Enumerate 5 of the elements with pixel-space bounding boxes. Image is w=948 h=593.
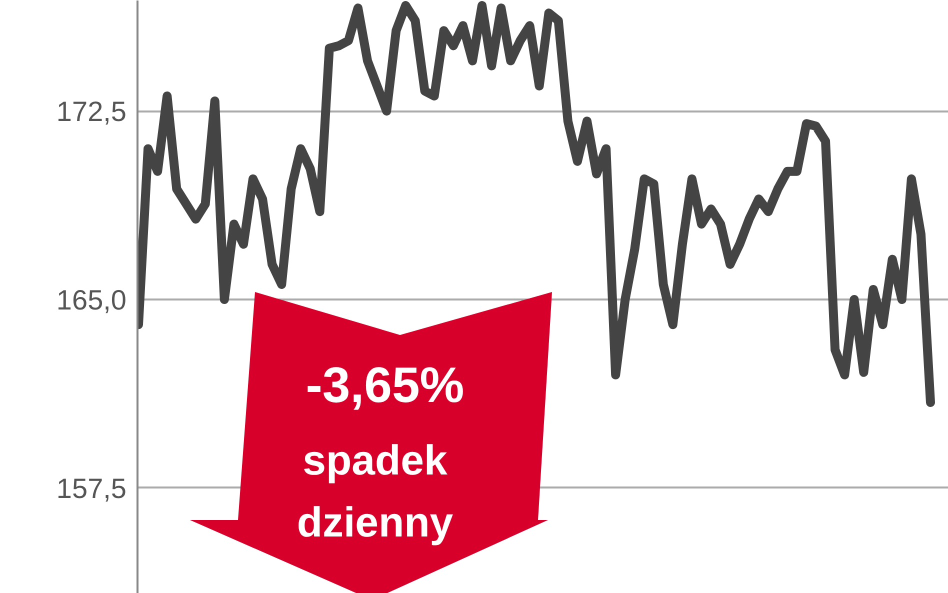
annotation: -3,65% <box>306 357 464 413</box>
y-tick-label: 157,5 <box>56 472 127 504</box>
y-tick-label: 165,0 <box>56 284 127 316</box>
y-tick-label: 172,5 <box>56 96 127 128</box>
annotation: spadek dzienny <box>296 436 454 546</box>
